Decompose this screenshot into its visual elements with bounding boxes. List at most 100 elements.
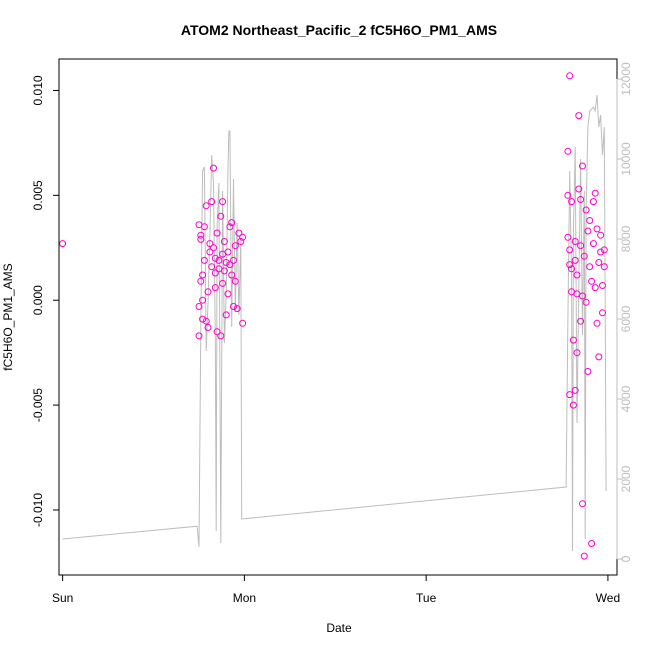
scatter-point [566, 261, 574, 269]
scatter-point [599, 309, 606, 317]
scatter-point [230, 256, 237, 264]
y2-tick-label: 2000 [619, 465, 633, 492]
scatter-point [568, 265, 576, 273]
scatter-point [220, 238, 228, 245]
scatter-point [197, 277, 205, 285]
scatter-point [573, 290, 581, 298]
scatter-point [206, 240, 214, 248]
scatter-point [204, 324, 212, 331]
scatter-point [206, 248, 214, 256]
y-tick-label: 0.010 [31, 75, 45, 105]
scatter-point [584, 227, 592, 235]
scatter-point [566, 391, 574, 399]
scatter-point [230, 303, 237, 310]
scatter-point [571, 238, 579, 245]
scatter-point [231, 277, 239, 285]
scatter-point [228, 271, 236, 279]
scatter-point [202, 202, 210, 210]
scatter-point [233, 305, 241, 313]
scatter-point [593, 225, 601, 233]
scatter-point [195, 332, 203, 340]
scatter-point [588, 277, 596, 285]
scatter-point [580, 252, 588, 260]
scatter-point [219, 198, 227, 206]
y2-tick-label: 4000 [619, 385, 633, 412]
scatter-point [59, 240, 67, 248]
scatter-point [208, 198, 216, 206]
scatter-point [571, 256, 579, 264]
x-tick-label: Tue [416, 591, 437, 605]
y2-tick-label: 12000 [619, 62, 633, 96]
y-tick-label: -0.010 [31, 493, 45, 527]
y-tick-label: 0.000 [31, 285, 45, 315]
scatter-point [566, 72, 574, 80]
scatter-point [575, 185, 583, 193]
scatter-point [211, 284, 219, 292]
scatter-point [211, 269, 219, 277]
scatter-point [564, 147, 572, 155]
scatter-points-layer [59, 72, 608, 560]
scatter-point [199, 271, 207, 279]
scatter-point [228, 219, 236, 227]
scatter-point [571, 386, 579, 394]
scatter-point [586, 263, 594, 271]
scatter-point [219, 279, 227, 287]
scatter-point [213, 328, 221, 336]
y-axis-label: fC5H6O_PM1_AMS [1, 263, 15, 370]
y2-tick-label: 0 [619, 555, 633, 562]
scatter-point [226, 223, 234, 231]
scatter-point [597, 231, 605, 239]
scatter-point [573, 271, 581, 279]
scatter-point [220, 267, 228, 275]
scatter-point [584, 368, 592, 375]
scatter-point [217, 212, 225, 220]
scatter-point [591, 189, 599, 197]
x-tick-label: Sun [52, 591, 73, 605]
scatter-point [195, 303, 203, 310]
scatter-point [579, 500, 586, 508]
scatter-point [217, 332, 225, 340]
scatter-point [224, 248, 232, 256]
scatter-point [564, 191, 572, 199]
scatter-point [599, 282, 606, 289]
scatter-point [588, 540, 596, 547]
scatter-point [577, 317, 585, 325]
scatter-point [564, 233, 572, 241]
scatter-point [569, 401, 577, 409]
scatter-point [577, 242, 585, 250]
line-series-layer [62, 94, 607, 552]
scatter-point [600, 263, 608, 271]
scatter-point [197, 231, 205, 239]
scatter-point [215, 256, 223, 264]
scatter-point [568, 198, 576, 206]
scatter-point [579, 162, 586, 170]
scatter-point [577, 196, 585, 203]
scatter-point [200, 256, 208, 264]
scatter-point [591, 284, 599, 292]
scatter-point [589, 240, 597, 248]
scatter-point [239, 319, 247, 327]
scatter-point [593, 319, 601, 327]
chart-title: ATOM2 Northeast_Pacific_2 fC5H6O_PM1_AMS [181, 22, 497, 38]
scatter-point [589, 198, 597, 206]
scatter-point [199, 315, 207, 323]
scatter-point [208, 263, 216, 271]
scatter-point [210, 164, 217, 172]
scatter-point [224, 290, 232, 298]
scatter-point [600, 246, 608, 254]
scatter-point [580, 552, 588, 560]
x-axis-label: Date [326, 621, 352, 635]
scatter-point [202, 317, 210, 325]
scatter-point [582, 206, 590, 214]
x-tick-label: Mon [233, 591, 256, 605]
y-axis-right: 0 2000 4000 6000 8000 10000 12000 [616, 62, 633, 562]
y-tick-label: -0.005 [31, 388, 45, 422]
scatter-point [199, 296, 207, 304]
scatter-point [566, 246, 574, 254]
scatter-point [586, 217, 594, 224]
y-tick-label: 0.005 [31, 180, 45, 210]
scatter-point [595, 259, 603, 266]
scatter-point [222, 259, 230, 266]
x-tick-label: Wed [596, 591, 620, 605]
scatter-point [211, 254, 219, 262]
